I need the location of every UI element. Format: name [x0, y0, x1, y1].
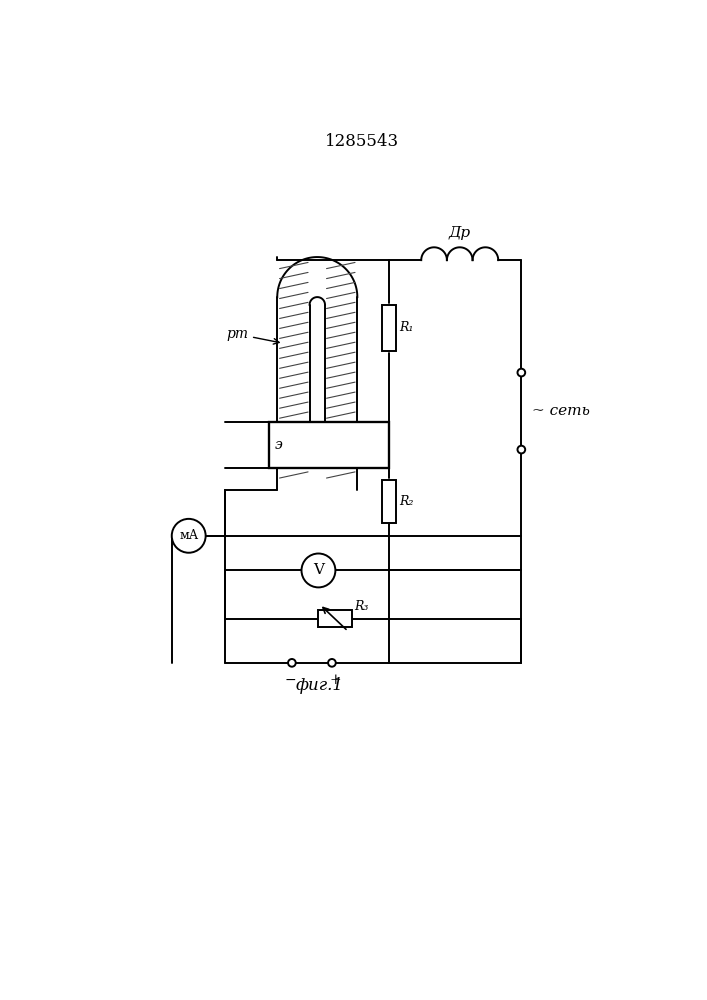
Text: R₃: R₃: [354, 600, 368, 613]
Circle shape: [172, 519, 206, 553]
Circle shape: [518, 446, 525, 453]
Circle shape: [518, 369, 525, 376]
Bar: [318, 610, 352, 627]
Text: R₁: R₁: [399, 321, 414, 334]
Text: мА: мА: [179, 529, 199, 542]
Bar: [382, 480, 396, 523]
Circle shape: [328, 659, 336, 667]
Text: Др: Др: [449, 226, 471, 240]
Text: э: э: [274, 438, 282, 452]
Circle shape: [301, 554, 335, 587]
Text: рт: рт: [226, 327, 279, 344]
Text: ~ сеть: ~ сеть: [532, 404, 590, 418]
Text: фиг.1: фиг.1: [296, 677, 344, 694]
Text: V: V: [313, 563, 324, 577]
Text: +: +: [329, 673, 341, 687]
Text: R₂: R₂: [399, 495, 414, 508]
Text: 1285543: 1285543: [325, 133, 399, 150]
Bar: [382, 305, 396, 351]
Circle shape: [288, 659, 296, 667]
Bar: [269, 422, 389, 468]
Text: −: −: [284, 673, 296, 687]
